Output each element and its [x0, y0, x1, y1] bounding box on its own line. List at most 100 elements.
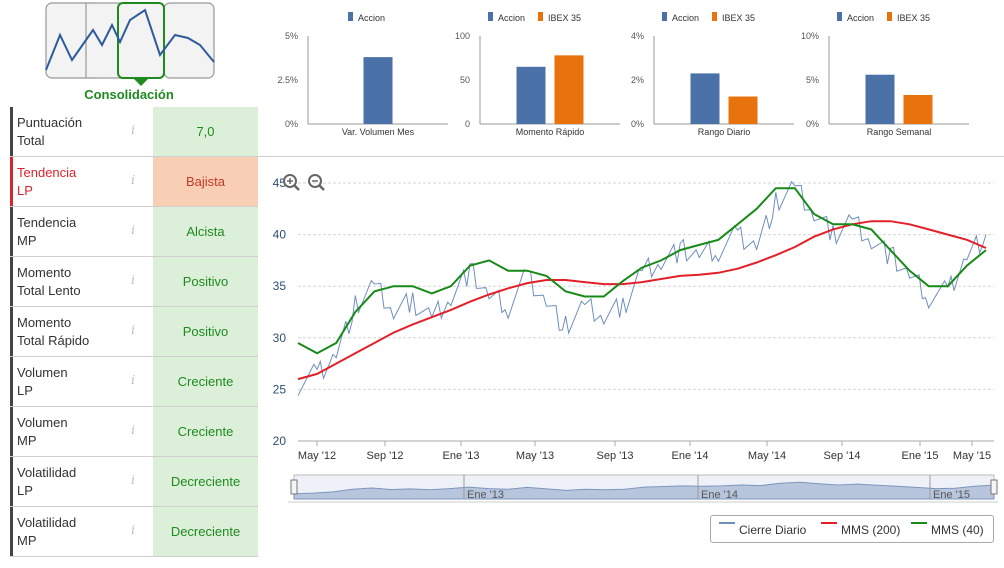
mini-y-tick: 100 [455, 31, 470, 41]
navigator-tick-label: Ene '14 [701, 489, 738, 501]
label-line-2: LP [17, 183, 33, 198]
scorecard-label: Volatilidad LP [10, 457, 152, 506]
navigator-tick-label: Ene '13 [467, 489, 504, 501]
scorecard-value: Decreciente [153, 457, 258, 506]
mini-y-tick: 0% [631, 119, 644, 129]
y-tick-label: 45 [273, 176, 287, 190]
navigator[interactable]: Ene '13 Ene '14 Ene '15 [288, 474, 998, 503]
left-panel: Consolidación Puntuación Total i 7,0 Tendenc… [0, 0, 258, 562]
chart-legend: Cierre Diario MMS (200) MMS (40) [710, 515, 994, 543]
x-tick-label: May '15 [953, 450, 991, 462]
scorecard-row: Momento Total Lento i Positivo [10, 257, 258, 307]
mini-chart-title: Momento Rápido [516, 127, 585, 137]
mini-y-tick: 0 [465, 119, 470, 129]
x-tick-label: May '12 [298, 450, 336, 462]
navigator-tick-label: Ene '15 [933, 489, 970, 501]
label-line-1: Volumen [17, 365, 68, 380]
mini-legend-label: Accion [847, 13, 874, 23]
mini-legend-label: Accion [498, 13, 525, 23]
mini-chart: Accion 5% 2.5% 0% Var. Volumen Mes [277, 12, 448, 137]
mini-chart-title: Rango Diario [698, 127, 751, 137]
x-tick-label: Sep '12 [367, 450, 404, 462]
mini-y-tick: 4% [631, 31, 644, 41]
mini-legend-label: Accion [358, 13, 385, 23]
scorecard-label: Volumen LP [10, 357, 152, 406]
mini-y-tick: 0% [285, 119, 298, 129]
y-tick-label: 25 [273, 382, 287, 396]
legend-item-mms200[interactable]: MMS (200) [841, 523, 901, 537]
scorecard-row: Volumen MP i Creciente [10, 407, 258, 457]
mini-y-tick: 0% [806, 119, 819, 129]
x-tick-label: May '13 [516, 450, 554, 462]
mini-bar [865, 74, 895, 124]
legend-swatch [662, 12, 667, 21]
scorecard-value: Creciente [153, 357, 258, 406]
info-icon[interactable]: i [131, 473, 135, 487]
scorecard-label: Momento Total Rápido [10, 307, 152, 356]
label-line-2: MP [17, 233, 37, 248]
phase-pointer-icon [133, 78, 149, 86]
label-line-2: Total [17, 133, 45, 148]
navigator-handle-left[interactable] [290, 479, 298, 495]
y-tick-label: 40 [273, 228, 287, 242]
mini-y-tick: 50 [460, 75, 470, 85]
zoom-out-icon[interactable] [308, 174, 325, 191]
zoom-in-icon[interactable] [283, 174, 300, 191]
navigator-area [293, 481, 995, 500]
label-line-2: Total Rápido [17, 333, 90, 348]
info-icon[interactable]: i [131, 123, 135, 137]
mini-bar [516, 66, 546, 124]
mini-legend-label: Accion [672, 13, 699, 23]
legend-swatch [538, 12, 543, 21]
label-line-1: Volumen [17, 415, 68, 430]
info-icon[interactable]: i [131, 323, 135, 337]
info-icon[interactable]: i [131, 173, 135, 187]
phase-trend-line [45, 8, 215, 71]
info-icon[interactable]: i [131, 223, 135, 237]
mini-chart: Accion IBEX 35 10% 5% 0% Rango Semanal [801, 12, 969, 137]
label-line-1: Puntuación [17, 115, 83, 130]
price-chart: 20 25 30 35 40 45 May '12 Sep '12 Ene '13 May '13… [258, 156, 1004, 563]
scorecard-label: Volumen MP [10, 407, 152, 456]
label-line-1: Tendencia [17, 215, 77, 230]
label-line-1: Tendencia [17, 165, 77, 180]
scorecard-value: Alcista [153, 207, 258, 256]
mini-y-tick: 2% [631, 75, 644, 85]
info-icon[interactable]: i [131, 523, 135, 537]
mini-legend-label: IBEX 35 [722, 13, 755, 23]
navigator-handle-right[interactable] [990, 479, 998, 495]
mini-bar [690, 73, 720, 124]
y-tick-label: 20 [273, 434, 287, 448]
scorecard-row: Tendencia MP i Alcista [10, 207, 258, 257]
scorecard-label: Puntuación Total [10, 107, 152, 156]
mini-bar [903, 94, 933, 124]
mini-y-tick: 5% [285, 31, 298, 41]
series-line-mms40 [297, 187, 987, 355]
x-tick-label: Ene '14 [672, 450, 709, 462]
scorecard-value: Positivo [153, 257, 258, 306]
label-line-2: LP [17, 383, 33, 398]
scorecard-label: Volatilidad MP [10, 507, 152, 556]
info-icon[interactable]: i [131, 373, 135, 387]
scorecard-row: Volatilidad MP i Decreciente [10, 507, 258, 557]
scorecard-value: Decreciente [153, 507, 258, 556]
legend-item-mms40[interactable]: MMS (40) [931, 523, 984, 537]
legend-swatch [837, 12, 842, 21]
legend-swatch [348, 12, 353, 21]
legend-item-cierre[interactable]: Cierre Diario [739, 523, 807, 537]
info-icon[interactable]: i [131, 423, 135, 437]
mini-chart-title: Var. Volumen Mes [342, 127, 415, 137]
scorecard-value: 7,0 [153, 107, 258, 156]
mini-chart: Accion IBEX 35 100 50 0 Momento Rápido [455, 12, 620, 137]
phase-box-active [117, 2, 165, 79]
mini-legend-label: IBEX 35 [897, 13, 930, 23]
info-icon[interactable]: i [131, 273, 135, 287]
mini-bar [554, 55, 584, 124]
scorecard-value: Positivo [153, 307, 258, 356]
legend-swatch [712, 12, 717, 21]
scorecard-label: Tendencia MP [10, 207, 152, 256]
scorecard-row: Momento Total Rápido i Positivo [10, 307, 258, 357]
price-chart-svg: 20 25 30 35 40 45 May '12 Sep '12 Ene '13 May '13… [273, 174, 998, 503]
mini-chart: Accion IBEX 35 4% 2% 0% Rango Diario [631, 12, 794, 137]
legend-swatch-mms40 [911, 522, 927, 524]
